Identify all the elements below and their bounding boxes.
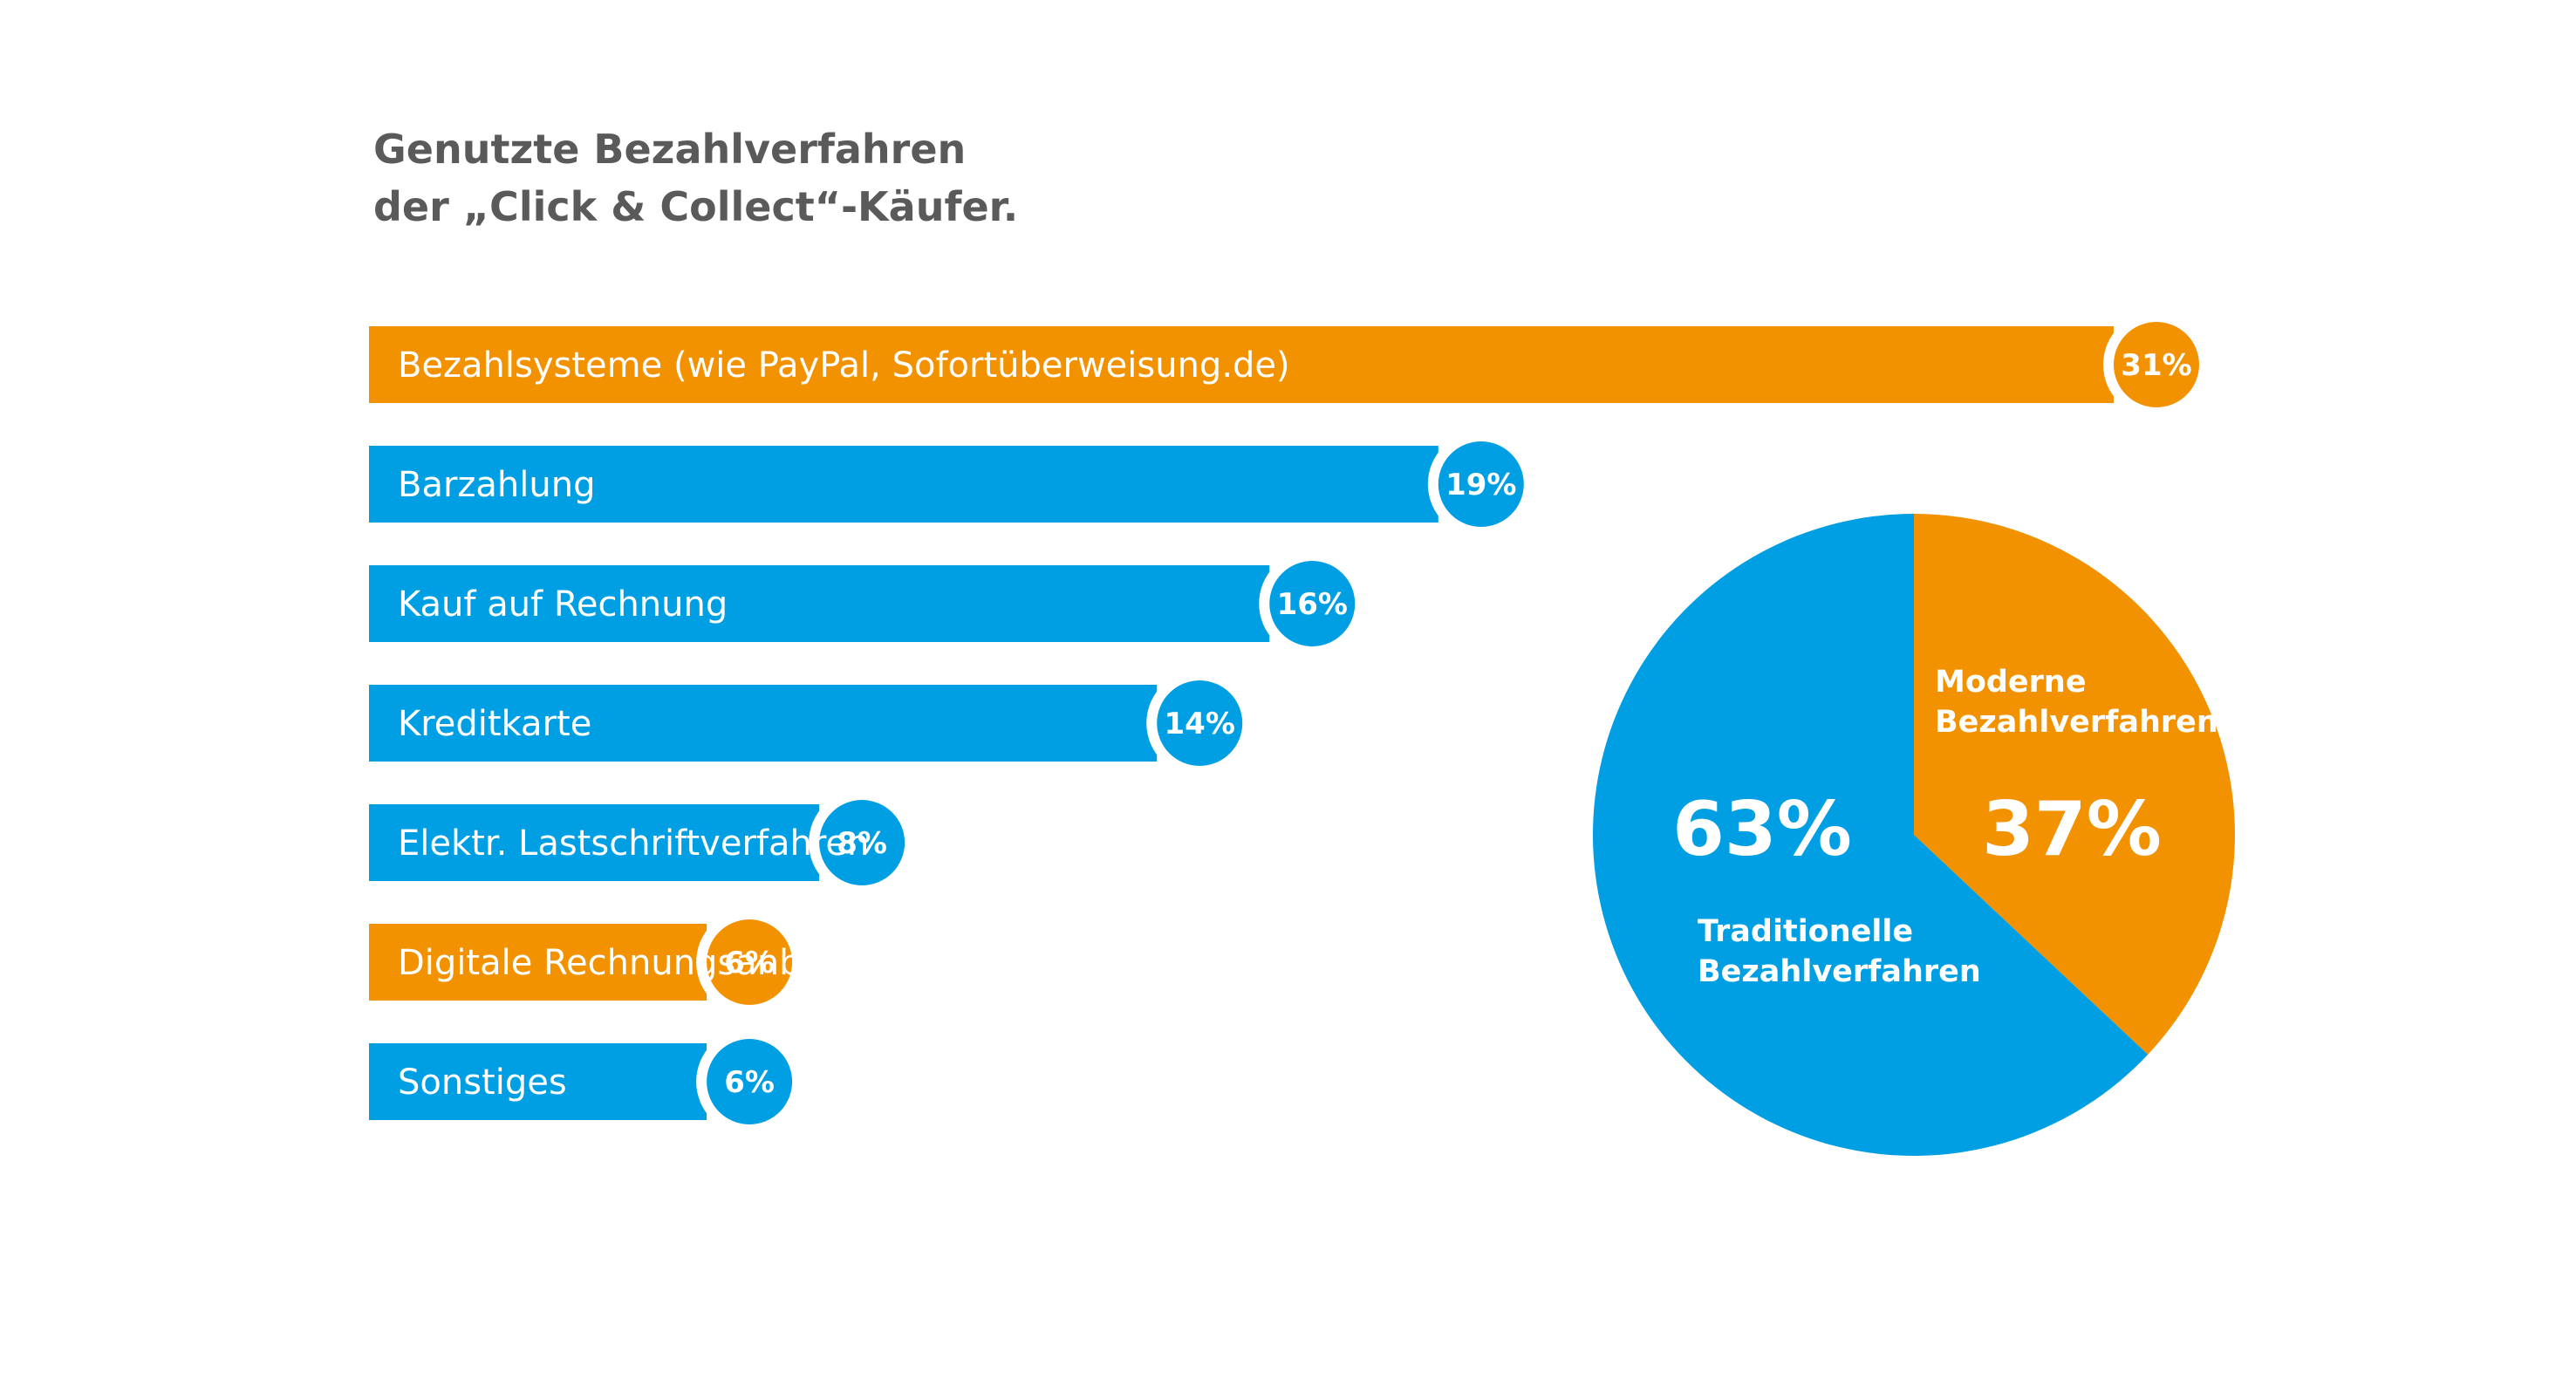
- bar-value-label: 8%: [837, 826, 887, 861]
- bar-category-label: Bezahlsysteme (wie PayPal, Sofortüberwei…: [398, 345, 1290, 386]
- bar: [369, 804, 820, 881]
- bar: [369, 326, 2114, 403]
- chart-title-line-1: Genutzte Bezahlverfahren: [373, 126, 967, 173]
- pie-slice: [1914, 514, 2235, 1055]
- value-badge: [1438, 441, 1524, 527]
- bar-category-label: Barzahlung: [398, 465, 595, 505]
- bar-value-label: 19%: [1445, 468, 1516, 502]
- bar-row: Kauf auf Rechnung 16%: [369, 550, 1366, 657]
- bar-category-label: Kreditkarte: [398, 704, 591, 744]
- pie-percent-label: 63%: [1672, 786, 1852, 873]
- chart-title: Genutzte Bezahlverfahren der „Click & Co…: [373, 120, 1018, 236]
- pie-slice-labels: 37% Moderne Bezahlverfahren: [1935, 665, 2218, 873]
- bar-value-label: 14%: [1165, 707, 1235, 741]
- bar-category-label: Elektr. Lastschriftverfahren: [398, 823, 869, 864]
- value-badge: [2114, 322, 2199, 407]
- pie-percent-label: 37%: [1982, 786, 2162, 873]
- pie-slice-labels: 63% Traditionelle Bezahlverfahren: [1672, 786, 1981, 989]
- pie-chart: 37% Moderne Bezahlverfahren 63% Traditionell…: [1593, 514, 2235, 1157]
- bar-value-label: 31%: [2121, 348, 2191, 383]
- bar-category-label: Sonstiges: [398, 1062, 567, 1103]
- bar: [369, 685, 1158, 762]
- value-badge: [1157, 680, 1243, 766]
- bar-category-label: Kauf auf Rechnung: [398, 584, 728, 625]
- value-badge: [707, 919, 793, 1005]
- pie-slice-name: Bezahlverfahren: [1935, 705, 2218, 740]
- bar: [369, 1043, 707, 1120]
- bar-row: Kreditkarte 14%: [369, 670, 1254, 776]
- value-badge: [819, 800, 905, 885]
- pie-slice-name: Bezahlverfahren: [1698, 954, 1981, 989]
- value-badge: [707, 1039, 793, 1124]
- bar-value-label: 6%: [724, 946, 775, 980]
- bar-row: Barzahlung 19%: [369, 431, 1534, 537]
- chart-title-line-2: der „Click & Collect“-Käufer.: [373, 183, 1019, 230]
- bar-value-label: 6%: [724, 1065, 775, 1100]
- bar: [369, 924, 707, 1001]
- bar: [369, 565, 1270, 642]
- bar: [369, 446, 1438, 523]
- bar-row: Sonstiges 6%: [369, 1028, 803, 1135]
- bar-category-label: Digitale Rechnungsanbieter: [398, 943, 883, 983]
- bar-row: Bezahlsysteme (wie PayPal, Sofortüberwei…: [369, 311, 2210, 418]
- bar-value-label: 16%: [1277, 587, 1348, 622]
- pie-slice: [1593, 514, 2149, 1157]
- bar-chart: Bezahlsysteme (wie PayPal, Sofortüberwei…: [369, 311, 2210, 1135]
- pie-slice-name: Traditionelle: [1698, 914, 1913, 949]
- pie-slice-name: Moderne: [1935, 665, 2087, 700]
- value-badge: [1269, 561, 1356, 646]
